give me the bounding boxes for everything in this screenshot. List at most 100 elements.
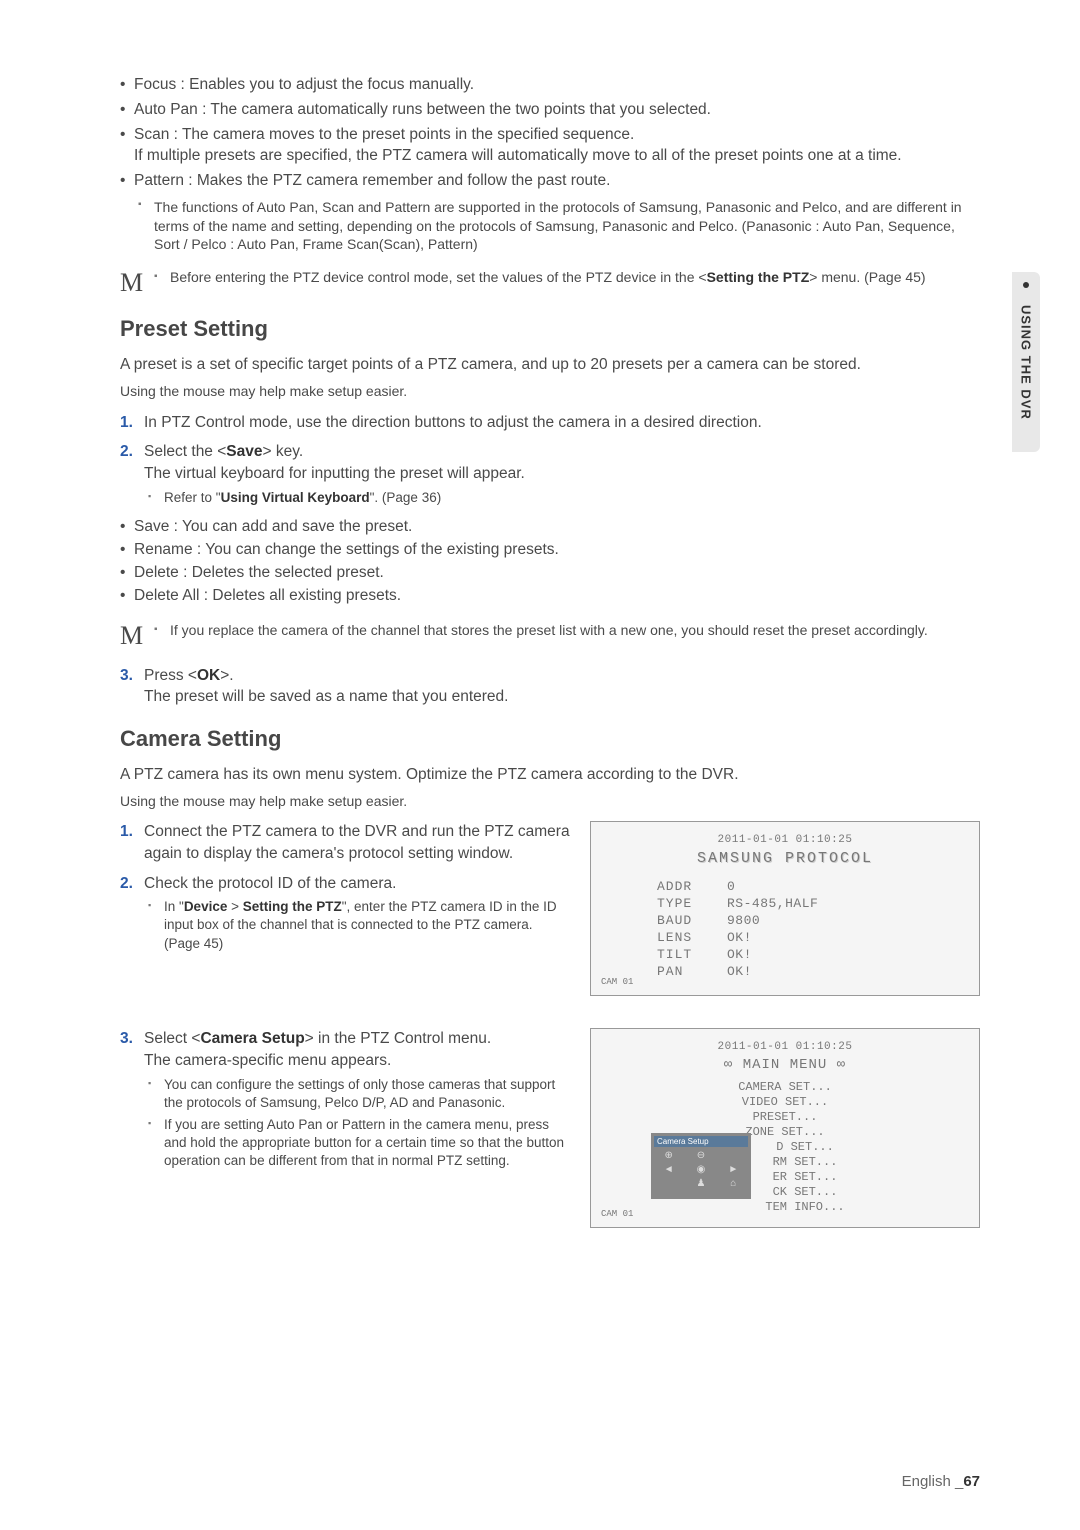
text: Press < <box>144 667 197 684</box>
zoom-in-icon: ⊕ <box>654 1150 683 1161</box>
ss-label: ADDR <box>657 879 727 894</box>
ss-label: PAN <box>657 964 727 979</box>
ss-menu-item: VIDEO SET... <box>742 1095 828 1109</box>
preset-mouse-tip: Using the mouse may help make setup easi… <box>120 382 980 402</box>
ss-val: OK! <box>727 947 752 962</box>
camera-intro: A PTZ camera has its own menu system. Op… <box>120 764 980 786</box>
camera-step3-sub2: If you are setting Auto Pan or Pattern i… <box>144 1116 570 1171</box>
ss-label: TILT <box>657 947 727 962</box>
text-bold: Using Virtual Keyboard <box>221 490 370 505</box>
ss-title: SAMSUNG PROTOCOL <box>607 850 963 867</box>
preset-steps: In PTZ Control mode, use the direction b… <box>120 412 980 507</box>
ss-menu-item: PRESET... <box>753 1110 818 1124</box>
text-bold: Camera Setup <box>200 1030 304 1047</box>
preset-bullet-list: Save : You can add and save the preset. … <box>120 517 980 607</box>
nav-right-icon: ► <box>719 1164 748 1175</box>
preset-heading: Preset Setting <box>120 316 980 342</box>
bullet-item: Auto Pan : The camera automatically runs… <box>120 100 980 121</box>
blank-icon <box>654 1178 683 1189</box>
bullet-item: Focus : Enables you to adjust the focus … <box>120 75 980 96</box>
text-bold: OK <box>197 667 220 684</box>
ss-label: TYPE <box>657 896 727 911</box>
ss-menu-item: CAMERA SET... <box>738 1080 832 1094</box>
bullet-item: Scan : The camera moves to the preset po… <box>120 125 980 167</box>
preset-step2-ref: Refer to "Using Virtual Keyboard". (Page… <box>144 489 980 507</box>
ss-label: BAUD <box>657 913 727 928</box>
text: Select the < <box>144 443 226 460</box>
text: > <box>227 899 242 914</box>
top-bullet-list: Focus : Enables you to adjust the focus … <box>120 75 980 192</box>
bullet-item: Rename : You can change the settings of … <box>120 540 980 561</box>
ss-label: LENS <box>657 930 727 945</box>
text-bold: Save <box>226 443 262 460</box>
note-m-block-2: M If you replace the camera of the chann… <box>120 621 980 651</box>
ss-date: 2011-01-01 01:10:25 <box>607 834 963 846</box>
m-text-bold: Setting the PTZ <box>707 269 810 285</box>
ss-date: 2011-01-01 01:10:25 <box>607 1041 963 1053</box>
text: In " <box>164 899 184 914</box>
nav-left-icon: ◄ <box>654 1164 683 1175</box>
preset-step-1: In PTZ Control mode, use the direction b… <box>120 412 980 434</box>
text: Check the protocol ID of the camera. <box>144 875 396 892</box>
camera-heading: Camera Setting <box>120 726 980 752</box>
preset-intro: A preset is a set of specific target poi… <box>120 354 980 376</box>
home-icon: ⌂ <box>719 1178 748 1189</box>
preset-steps-cont: Press <OK>. The preset will be saved as … <box>120 665 980 708</box>
text: Refer to " <box>164 490 221 505</box>
note-m-block: M Before entering the PTZ device control… <box>120 268 980 298</box>
camera-step3-sub1: You can configure the settings of only t… <box>144 1076 570 1112</box>
ss-cam-label: CAM 01 <box>601 1210 633 1219</box>
m-icon: M <box>120 621 154 651</box>
camera-mouse-tip: Using the mouse may help make setup easi… <box>120 792 980 812</box>
page-footer: English _67 <box>902 1473 980 1490</box>
camera-step-2: Check the protocol ID of the camera. In … <box>120 873 570 953</box>
preset-step-2: Select the <Save> key. The virtual keybo… <box>120 441 980 507</box>
sidebar-dot-icon <box>1023 282 1029 288</box>
ss-cam-label: CAM 01 <box>601 978 633 987</box>
text: > key. <box>263 443 304 460</box>
ss-main-title: ∞ MAIN MENU ∞ <box>724 1057 846 1073</box>
ss-rows: ADDR0 TYPERS-485,HALF BAUD9800 LENSOK! T… <box>607 879 963 979</box>
camera-two-col-2: Select <Camera Setup> in the PTZ Control… <box>120 1028 980 1240</box>
camera-steps-3: Select <Camera Setup> in the PTZ Control… <box>120 1028 570 1170</box>
text: ". (Page 36) <box>370 490 442 505</box>
ss-popup: Camera Setup ⊕ ⊖ ◄ ◉ ► ♟ ⌂ <box>651 1133 751 1199</box>
sidebar-tab: USING THE DVR <box>1012 272 1040 452</box>
camera-step2-sub: In "Device > Setting the PTZ", enter the… <box>144 898 570 953</box>
m-icon: M <box>120 268 154 298</box>
m-note-text-2: If you replace the camera of the channel… <box>154 621 928 651</box>
user-icon: ♟ <box>686 1178 715 1189</box>
text: The camera-specific menu appears. <box>144 1052 391 1069</box>
text: The virtual keyboard for inputting the p… <box>144 465 525 482</box>
camera-step-1: Connect the PTZ camera to the DVR and ru… <box>120 821 570 864</box>
blank-icon <box>719 1150 748 1161</box>
ss-val: 9800 <box>727 913 760 928</box>
ss-popup-title: Camera Setup <box>654 1136 748 1147</box>
ss-menu-item: ZONE SET... <box>745 1125 824 1139</box>
text: >. <box>220 667 233 684</box>
ss-val: 0 <box>727 879 735 894</box>
m-note-text: Before entering the PTZ device control m… <box>154 268 926 298</box>
ss-popup-icons: ⊕ ⊖ ◄ ◉ ► ♟ ⌂ <box>654 1150 748 1189</box>
text: Select < <box>144 1030 200 1047</box>
ss-val: RS-485,HALF <box>727 896 818 911</box>
m-text-prefix: Before entering the PTZ device control m… <box>170 269 707 285</box>
footer-lang: English <box>902 1473 951 1490</box>
zoom-out-icon: ⊖ <box>686 1150 715 1161</box>
text-bold: Setting the PTZ <box>243 899 342 914</box>
bullet-item: Delete : Deletes the selected preset. <box>120 563 980 584</box>
bullet-item: Save : You can add and save the preset. <box>120 517 980 538</box>
text-bold: Device <box>184 899 228 914</box>
preset-step-3: Press <OK>. The preset will be saved as … <box>120 665 980 708</box>
camera-step-3: Select <Camera Setup> in the PTZ Control… <box>120 1028 570 1170</box>
ss-val: OK! <box>727 930 752 945</box>
camera-two-col-1: Connect the PTZ camera to the DVR and ru… <box>120 821 980 1008</box>
camera-steps-12: Connect the PTZ camera to the DVR and ru… <box>120 821 570 953</box>
bullet-item: Delete All : Deletes all existing preset… <box>120 586 980 607</box>
screenshot-protocol: 2011-01-01 01:10:25 SAMSUNG PROTOCOL ADD… <box>590 821 980 996</box>
bullet-item: Pattern : Makes the PTZ camera remember … <box>120 171 980 192</box>
screenshot-main-menu: 2011-01-01 01:10:25 ∞ MAIN MENU ∞ CAMERA… <box>590 1028 980 1228</box>
footer-page: 67 <box>963 1473 980 1490</box>
ss-menu-item: TEM INFO... <box>725 1200 844 1214</box>
top-subnote: The functions of Auto Pan, Scan and Patt… <box>134 198 980 255</box>
